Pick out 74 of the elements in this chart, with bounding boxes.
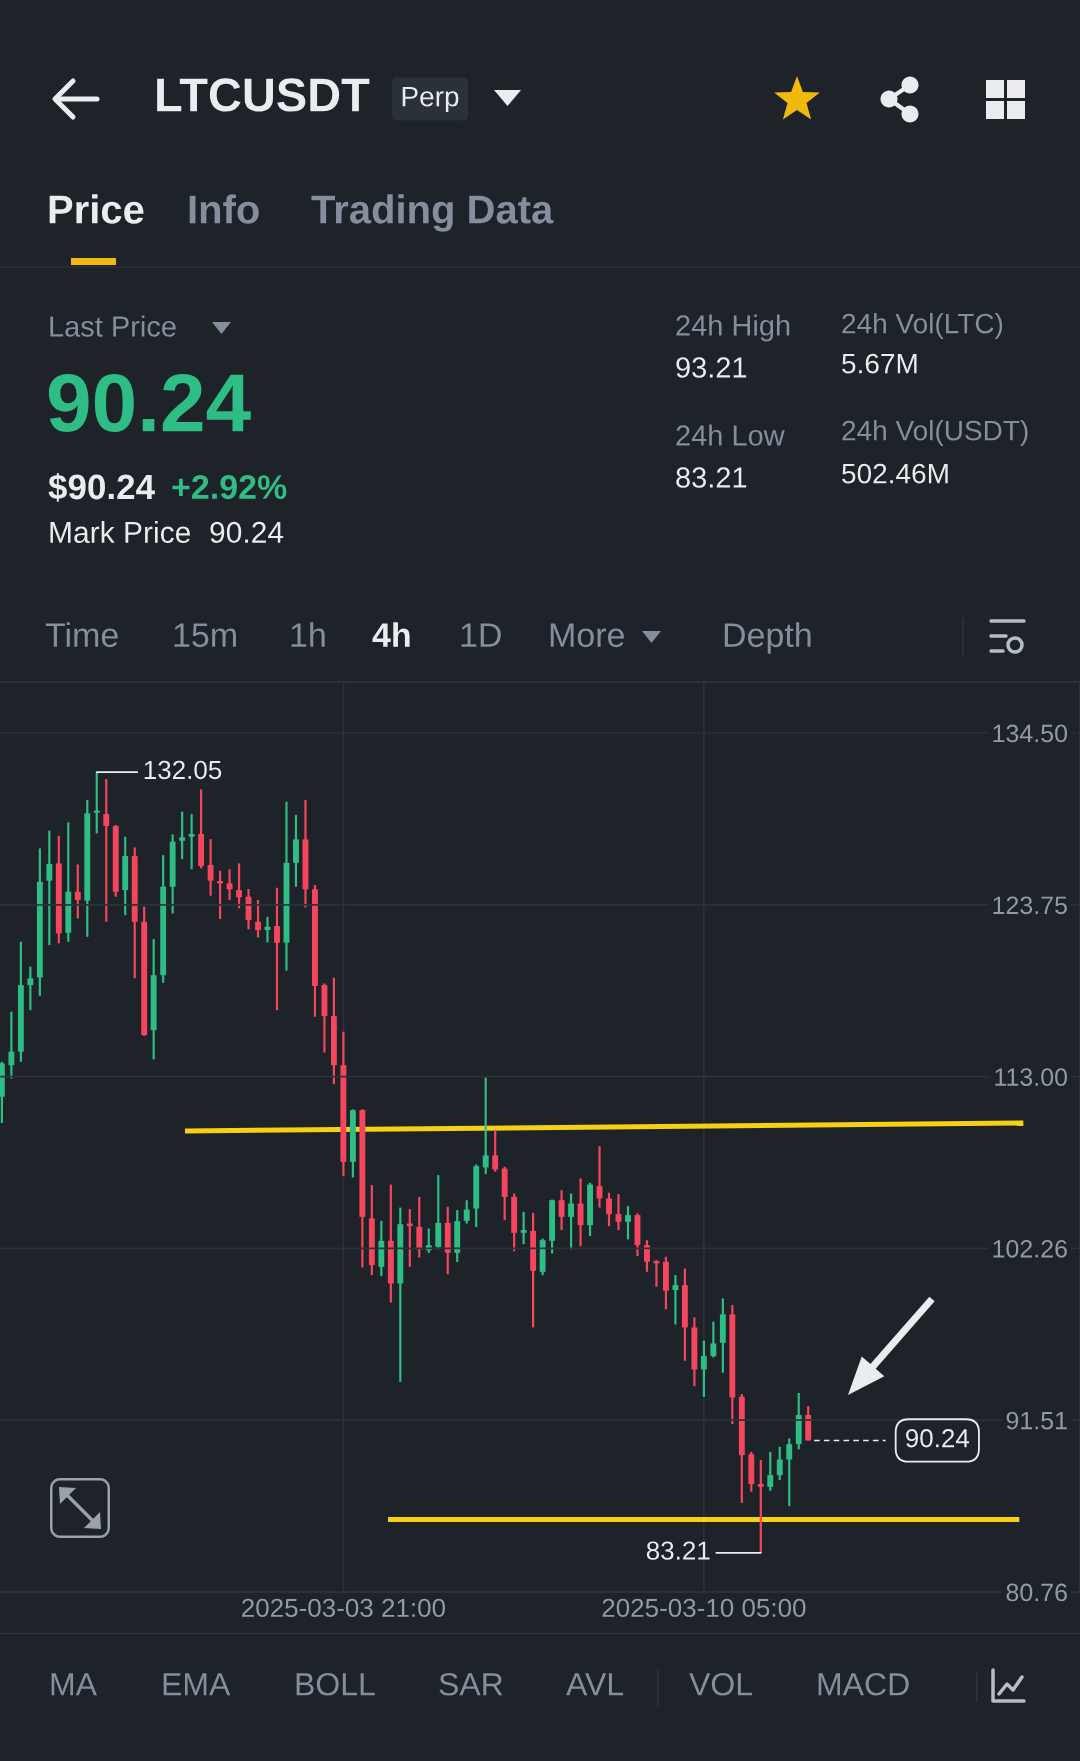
y-tick-label: 113.00 [995,1068,1068,1086]
text: 90.24 [48,373,251,433]
text: Time [45,622,118,648]
candlestick [179,810,186,861]
candlestick [625,1205,631,1241]
text: SAR [439,1672,503,1696]
text: 24h High [676,314,790,342]
text: 4h [372,622,410,647]
text: MA [51,1673,97,1696]
candlestick [27,965,34,1012]
text: +2.92% [172,475,287,500]
text: Trading Data [311,194,554,232]
y-tick-label: 102.26 [993,1239,1067,1258]
text: Perp [402,86,459,113]
text: 1D [461,623,501,647]
candlestick [757,1459,764,1554]
annotation: 83.21 [646,1541,710,1560]
y-tick-label: 80.76 [1006,1583,1067,1602]
text: 5.67M [842,353,917,374]
text: AVL [566,1673,624,1696]
candlestick [520,1210,527,1246]
y-tick-label: 123.75 [993,896,1067,915]
candlestick [74,863,81,920]
text: 15m [174,623,236,648]
text: VOL [689,1672,752,1696]
text: EMA [163,1673,231,1696]
text: 93.21 [676,357,747,378]
candlestick [558,1189,565,1232]
candlestick [776,1445,783,1482]
text: MACD [818,1672,909,1696]
candlestick [700,1339,707,1398]
chart-title: LTCUSDT [157,78,370,112]
candlestick [606,1191,612,1228]
y-tick-label: 91.51 [1006,1411,1067,1430]
text: BOLL [296,1672,375,1696]
text: 502.46M [842,463,948,484]
text: 24h Low [676,424,785,446]
candlestick [255,898,261,939]
candlestick [644,1239,650,1273]
text: 90.24 [210,521,284,544]
candlestick [293,813,299,888]
candlestick [463,1199,470,1225]
candlestick [46,829,53,947]
candlestick [236,862,242,910]
text: 24h Vol(USDT) [842,419,1028,447]
candlestick [786,1437,793,1508]
text: 24h Vol(LTC) [842,312,1003,340]
ref-line-label: 90.24 [906,1429,970,1448]
text: More [550,623,624,648]
y-tick-label: 134.50 [993,724,1068,743]
candlestick [767,1450,774,1492]
text: Mark Price [50,521,191,544]
text: Last Price [50,315,176,337]
text: $90.24 [48,473,155,502]
candlestick [103,777,110,923]
text: 1h [291,622,325,647]
candlestick [710,1320,717,1359]
candlestick [93,771,100,835]
candlestick [492,1129,499,1173]
candlestick [274,886,280,1012]
x-tick-label: 2025-03-03 21:00 [242,1598,446,1618]
candlestick [188,812,195,871]
text: Depth [724,622,811,654]
text: Price [49,194,144,224]
candlestick [482,1076,489,1176]
annotation: 132.05 [144,760,222,780]
x-tick-label: 2025-03-10 05:00 [602,1598,806,1618]
candlestick [416,1195,423,1259]
text: Info [189,194,259,224]
candlestick [8,1010,15,1080]
candlestick [672,1273,679,1326]
candlestick [207,838,214,897]
text: 83.21 [676,467,747,488]
candlestick [226,868,233,902]
